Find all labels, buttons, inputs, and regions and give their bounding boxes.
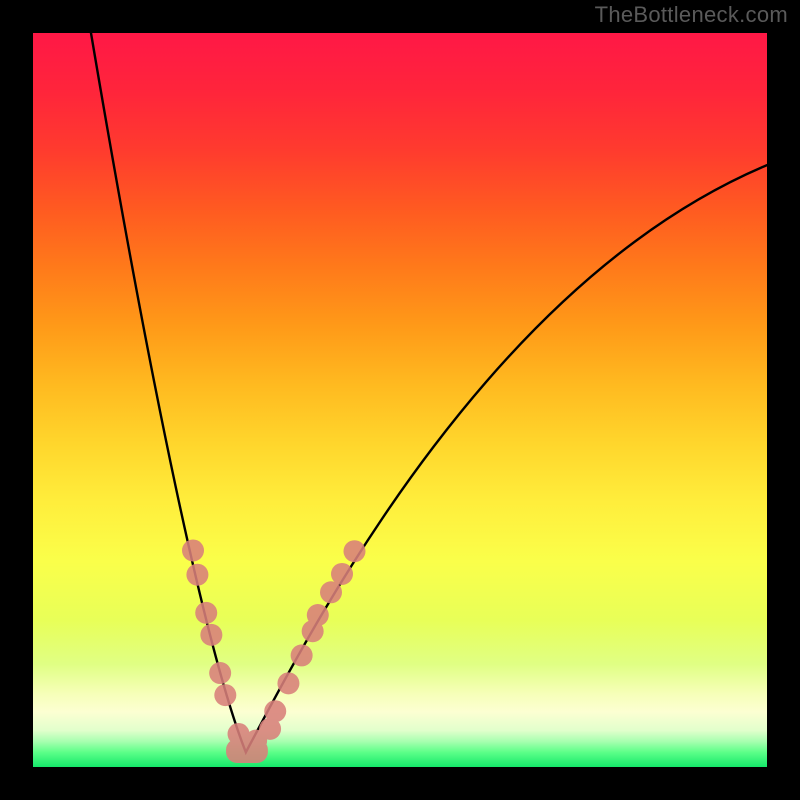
marker-dot [320,581,342,603]
marker-dot [277,672,299,694]
chart-container: TheBottleneck.com [0,0,800,800]
marker-dot [214,684,236,706]
marker-dot [264,700,286,722]
marker-dot [195,602,217,624]
watermark-text: TheBottleneck.com [595,2,788,28]
marker-dot [182,539,204,561]
marker-dot [307,604,329,626]
marker-dot [291,644,313,666]
marker-dot [186,564,208,586]
marker-dot [343,540,365,562]
marker-dot [331,563,353,585]
bottleneck-chart [0,0,800,800]
marker-dot [200,624,222,646]
marker-dot [209,662,231,684]
